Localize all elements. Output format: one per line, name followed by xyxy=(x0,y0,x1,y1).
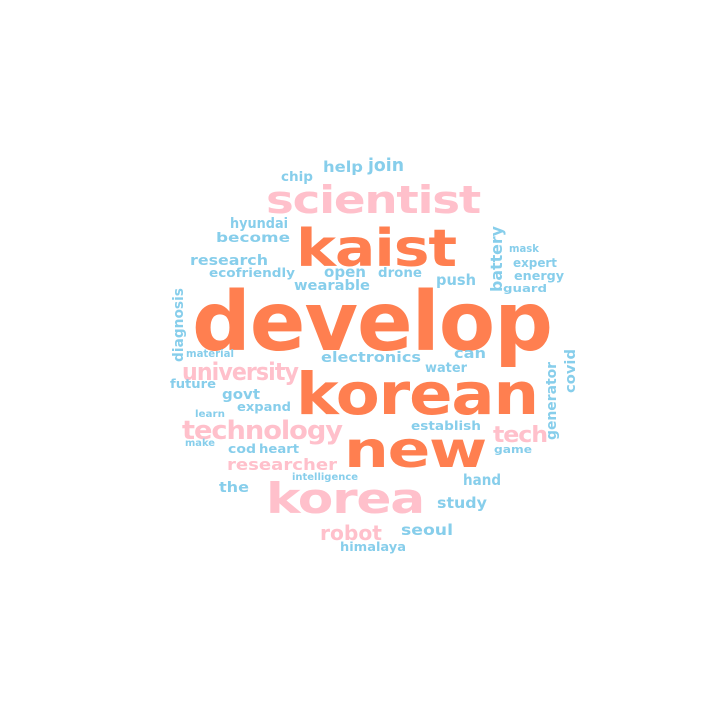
word-covid: covid xyxy=(563,349,579,393)
word-robot: robot xyxy=(320,521,382,545)
word-electronics: electronics xyxy=(321,350,421,366)
word-diagnosis: diagnosis xyxy=(171,288,187,362)
word-kaist: kaist xyxy=(296,219,457,279)
word-can: can xyxy=(454,346,486,362)
word-govt: govt xyxy=(222,387,260,403)
word-generator: generator xyxy=(544,362,560,440)
word-himalaya: himalaya xyxy=(340,540,406,554)
word-develop: develop xyxy=(192,275,553,370)
word-expert: expert xyxy=(513,256,557,270)
word-future: future xyxy=(170,377,216,391)
word-hand: hand xyxy=(463,471,501,489)
word-push: push xyxy=(436,271,476,289)
word-technology: technology xyxy=(182,416,343,446)
word-expand: expand xyxy=(237,400,291,414)
word-seoul: seoul xyxy=(401,521,453,539)
word-wearable: wearable xyxy=(294,278,370,294)
word-open: open xyxy=(324,263,366,281)
word-university: university xyxy=(182,358,299,386)
word-water: water xyxy=(425,361,467,376)
word-study: study xyxy=(437,494,487,512)
word-hyundai: hyundai xyxy=(230,216,288,232)
word-energy: energy xyxy=(514,269,564,283)
word-scientist: scientist xyxy=(266,178,481,222)
word-material: material xyxy=(186,347,234,360)
word-cod: cod xyxy=(228,442,256,456)
word-new: new xyxy=(344,421,487,479)
word-drone: drone xyxy=(378,266,422,281)
word-researcher: researcher xyxy=(227,455,337,474)
word-the: the xyxy=(219,480,249,496)
word-guard: guard xyxy=(503,282,547,295)
word-ecofriendly: ecofriendly xyxy=(209,266,295,280)
word-make: make xyxy=(185,438,215,449)
word-heart: heart xyxy=(259,442,299,456)
word-game: game xyxy=(494,443,532,456)
word-learn: learn xyxy=(195,409,225,420)
word-chip: chip xyxy=(281,170,313,185)
word-intelligence: intelligence xyxy=(292,472,358,483)
word-korean: korean xyxy=(296,360,539,428)
word-help: help xyxy=(323,158,363,176)
word-establish: establish xyxy=(411,419,481,433)
word-become: become xyxy=(216,231,290,246)
word-mask: mask xyxy=(509,242,539,255)
word-korea: korea xyxy=(266,474,425,523)
word-tech: tech xyxy=(493,423,548,448)
word-research: research xyxy=(190,253,268,269)
word-join: join xyxy=(368,155,404,176)
